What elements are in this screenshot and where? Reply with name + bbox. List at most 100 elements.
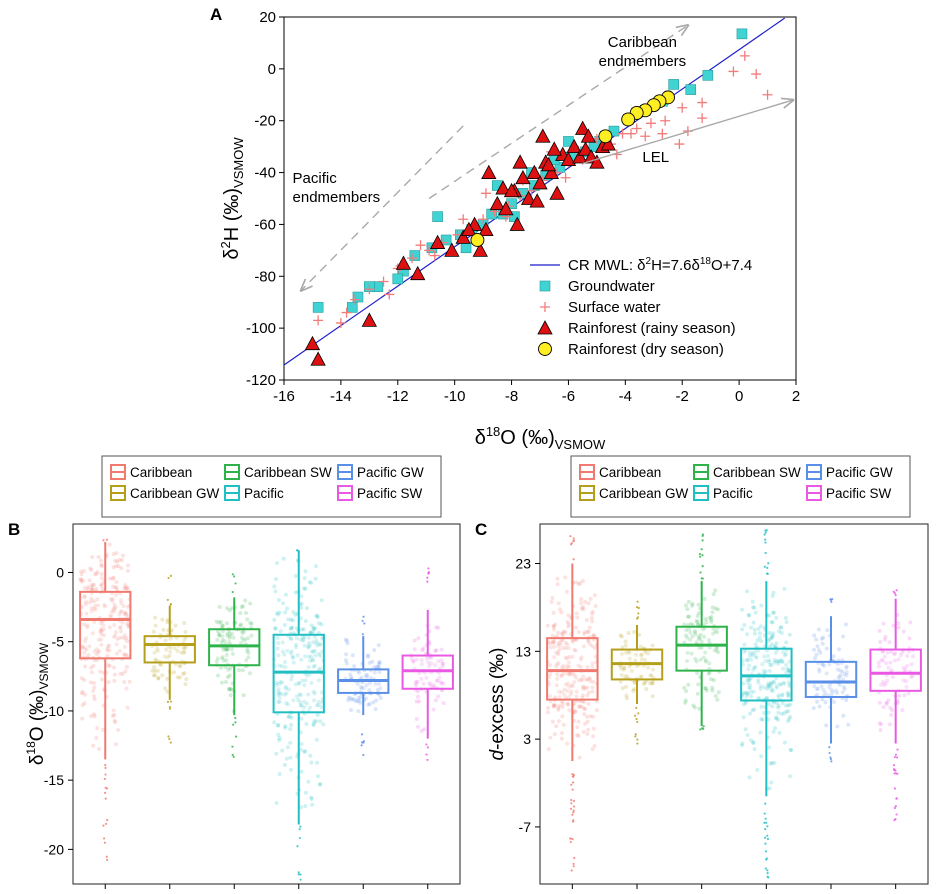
jitter-point <box>226 647 231 652</box>
jitter-point <box>172 670 177 675</box>
jitter-point <box>302 586 307 591</box>
jitter-point <box>548 645 553 650</box>
jitter-point <box>352 664 357 669</box>
jitter-point <box>827 685 832 690</box>
jitter-point <box>90 599 95 604</box>
outlier-point <box>701 565 704 568</box>
jitter-point <box>318 719 323 724</box>
jitter-point <box>566 660 571 665</box>
jitter-point <box>838 673 843 678</box>
jitter-point <box>355 681 360 686</box>
jitter-point <box>87 578 92 583</box>
jitter-point <box>315 613 320 618</box>
jitter-point <box>356 695 361 700</box>
jitter-point <box>883 634 888 639</box>
jitter-point <box>414 699 419 704</box>
jitter-point <box>690 634 695 639</box>
jitter-point <box>121 652 126 657</box>
jitter-point <box>713 694 718 699</box>
jitter-point <box>552 695 557 700</box>
outlier-point <box>572 540 575 543</box>
jitter-point <box>620 645 625 650</box>
jitter-point <box>440 664 445 669</box>
jitter-point <box>555 672 560 677</box>
jitter-point <box>582 632 587 637</box>
jitter-point <box>106 644 111 649</box>
jitter-point <box>546 705 551 710</box>
jitter-point <box>288 626 293 631</box>
jitter-point <box>306 692 311 697</box>
jitter-point <box>302 699 307 704</box>
jitter-point <box>111 584 116 589</box>
surface-water-point <box>350 294 361 305</box>
jitter-point <box>564 589 569 594</box>
jitter-point <box>310 802 315 807</box>
legend-label-rain_dry: Rainforest (dry season) <box>568 341 724 358</box>
jitter-point <box>123 612 128 617</box>
y-tick-label-a: 20 <box>259 9 276 26</box>
jitter-point <box>124 639 129 644</box>
jitter-point <box>303 619 308 624</box>
jitter-point <box>79 577 84 582</box>
jitter-point <box>119 629 124 634</box>
jitter-point <box>755 767 760 772</box>
jitter-point <box>277 738 282 743</box>
jitter-point <box>289 636 294 641</box>
jitter-point <box>704 688 709 693</box>
outlier-point <box>893 787 897 790</box>
jitter-point <box>881 680 886 685</box>
jitter-point <box>79 572 84 577</box>
jitter-point <box>124 621 129 626</box>
jitter-point <box>552 639 557 644</box>
jitter-point <box>580 604 585 609</box>
jitter-point <box>547 694 552 699</box>
annotation-text: endmembers <box>599 53 687 70</box>
rainforest-rainy-point <box>395 255 412 270</box>
jitter-point <box>771 610 776 615</box>
jitter-point <box>746 613 751 618</box>
rainforest-rainy-point <box>472 242 488 257</box>
legend-symbol-rain-dry <box>538 342 552 356</box>
jitter-point <box>757 696 762 701</box>
jitter-point <box>182 637 187 642</box>
jitter-point <box>355 699 360 704</box>
jitter-point <box>304 673 309 678</box>
jitter-point <box>623 639 628 644</box>
jitter-point <box>99 562 104 567</box>
jitter-point <box>562 687 567 692</box>
jitter-point <box>623 643 628 648</box>
jitter-point <box>313 653 318 658</box>
jitter-point <box>181 650 186 655</box>
jitter-point <box>766 710 771 715</box>
jitter-point <box>767 669 772 674</box>
jitter-point <box>95 726 100 731</box>
jitter-point <box>709 615 714 620</box>
rainforest-rainy-point <box>498 201 514 216</box>
jitter-point <box>698 632 703 637</box>
outlier-point <box>830 760 833 763</box>
jitter-point <box>412 647 417 652</box>
jitter-point <box>152 673 157 678</box>
jitter-point <box>566 624 571 629</box>
outlier-point <box>426 746 429 749</box>
jitter-point <box>228 666 233 671</box>
jitter-point <box>784 640 789 645</box>
x-tick-label-a: -6 <box>562 388 575 405</box>
jitter-point <box>152 650 157 655</box>
jitter-point <box>841 685 846 690</box>
outlier-point <box>231 573 234 576</box>
jitter-point <box>311 689 316 694</box>
jitter-point <box>429 655 434 660</box>
jitter-point <box>837 674 842 679</box>
jitter-point <box>578 704 583 709</box>
jitter-point <box>683 700 688 705</box>
jitter-point <box>576 582 581 587</box>
jitter-point <box>716 607 721 612</box>
jitter-point <box>776 705 781 710</box>
jitter-point <box>90 631 95 636</box>
jitter-point <box>377 660 382 665</box>
jitter-point <box>762 710 767 715</box>
jitter-point <box>114 580 119 585</box>
panel-label-c: C <box>475 520 487 539</box>
jitter-point <box>82 646 87 651</box>
